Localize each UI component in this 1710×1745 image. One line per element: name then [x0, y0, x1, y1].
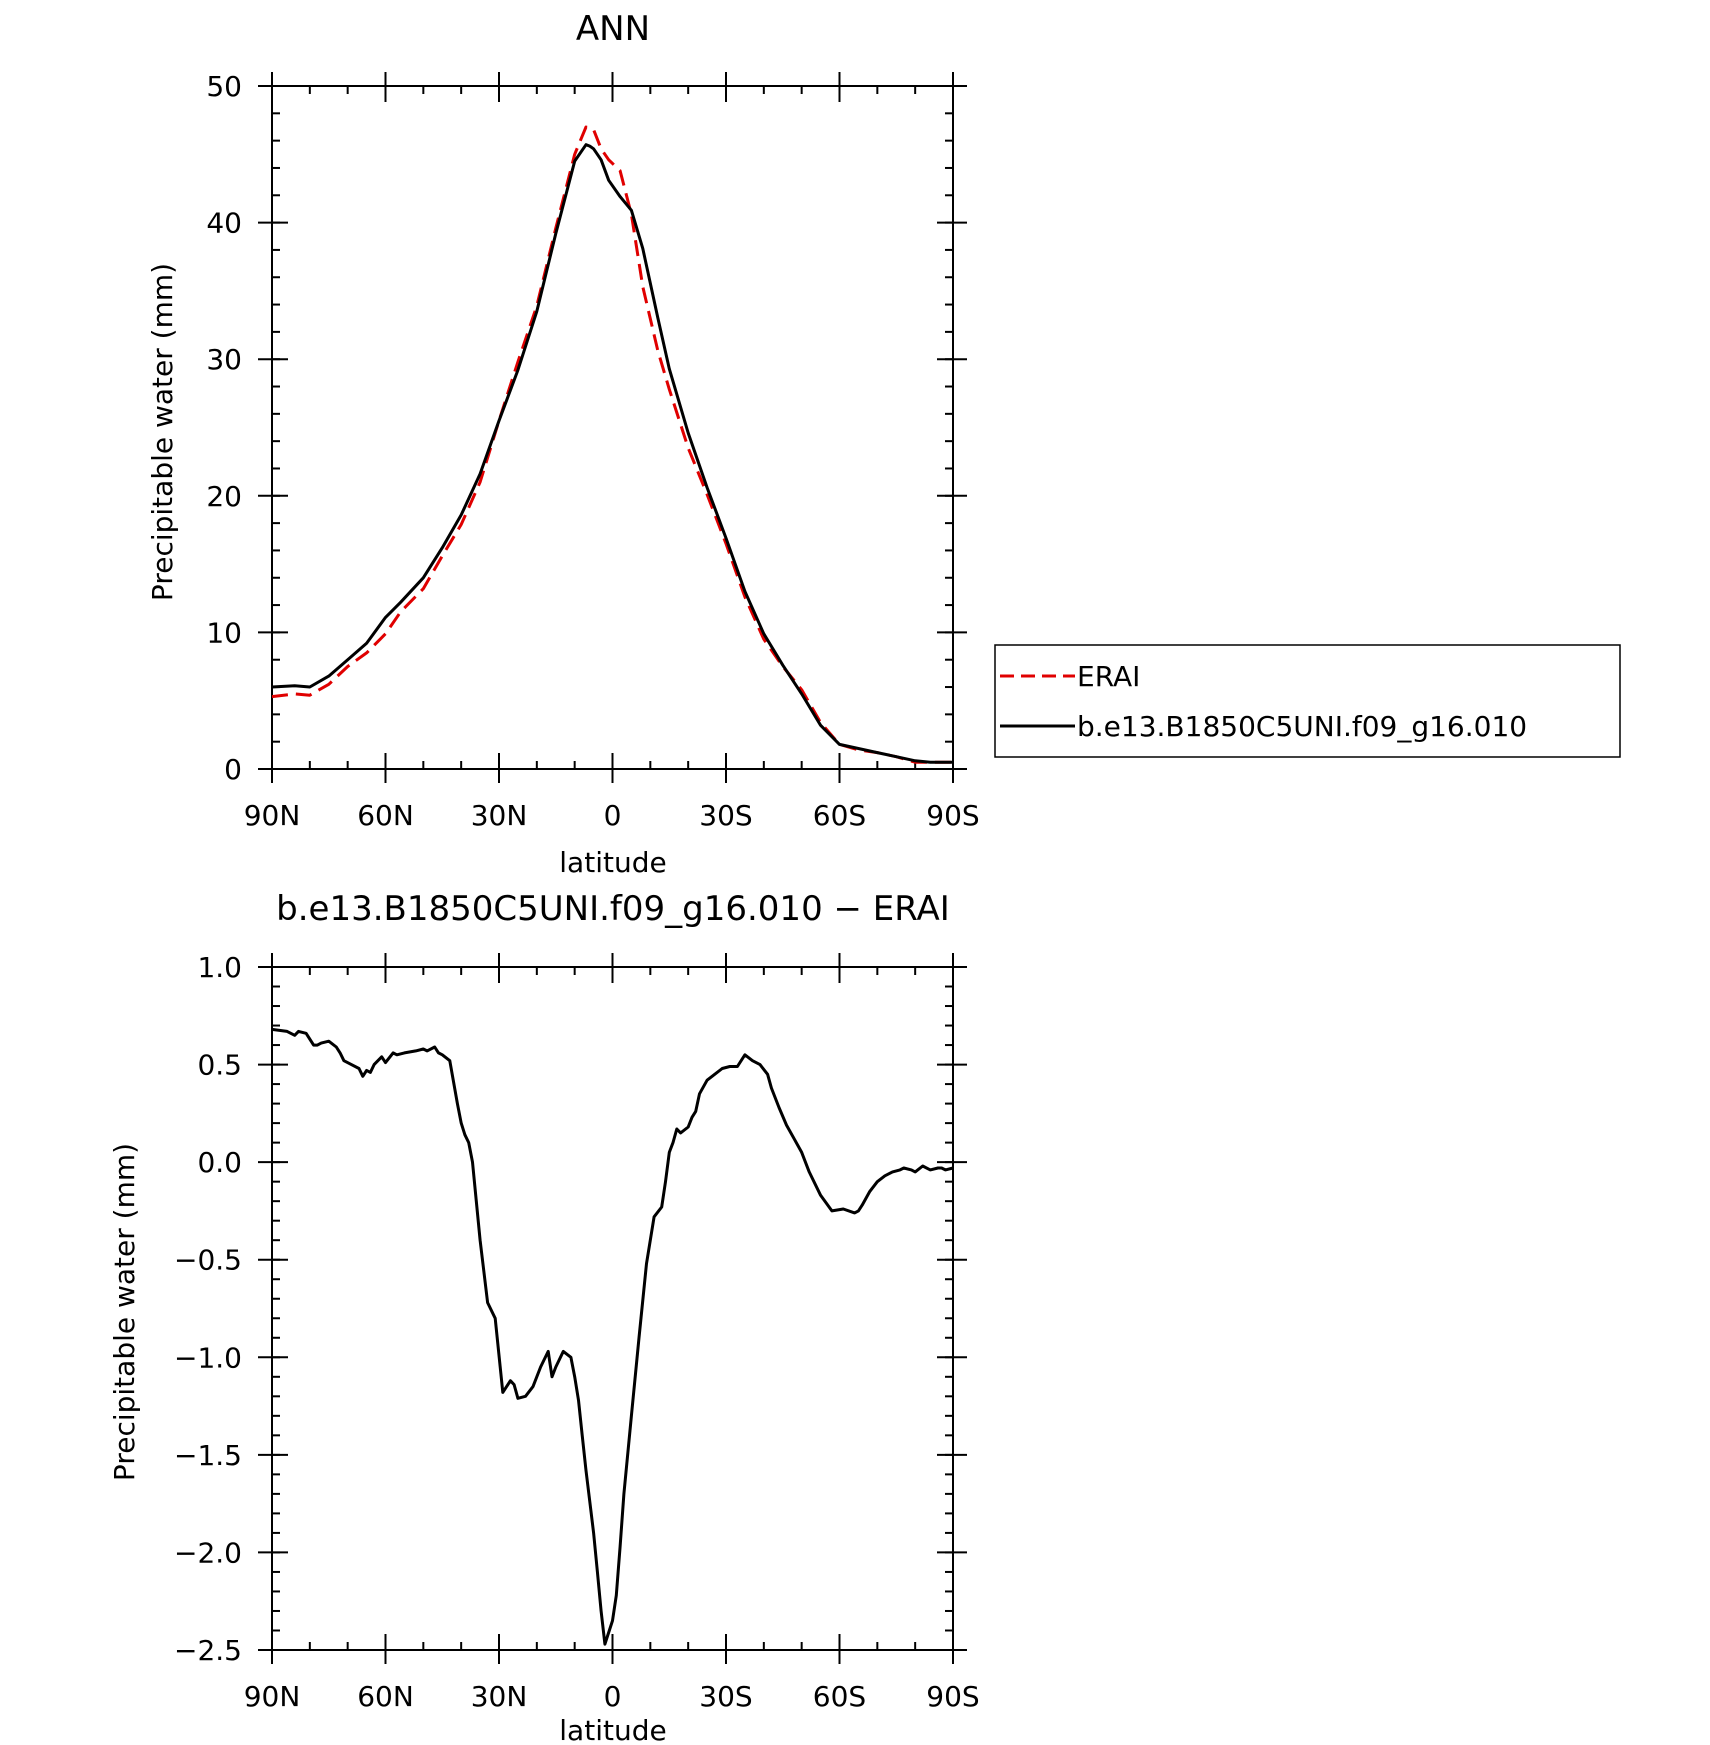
- legend: ERAI b.e13.B1850C5UNI.f09_g16.010: [994, 644, 1621, 758]
- legend-label-model: b.e13.B1850C5UNI.f09_g16.010: [1077, 710, 1527, 743]
- y-tick-label: −1.0: [174, 1341, 242, 1374]
- plot-frame: [271, 85, 954, 770]
- legend-box: [994, 644, 1621, 758]
- x-tick-label: 90N: [244, 1680, 301, 1713]
- x-tick-label: 30S: [699, 799, 752, 832]
- chart-title: ANN: [576, 9, 650, 49]
- x-tick-label: 90S: [926, 1680, 979, 1713]
- y-tick-label: 40: [206, 207, 242, 240]
- plot-frame: [271, 966, 954, 1651]
- panel-difference: b.e13.B1850C5UNI.f09_g16.010 − ERAI lati…: [108, 889, 980, 1745]
- y-tick-label: 20: [206, 480, 242, 513]
- series-line-difference: [271, 1027, 954, 1646]
- x-axis-label: latitude: [559, 1714, 666, 1745]
- chart-title: b.e13.B1850C5UNI.f09_g16.010 − ERAI: [276, 889, 950, 929]
- series-line-b-e13-b1850c5uni-f09-g16-010: [271, 143, 953, 764]
- y-tick-label: −2.5: [174, 1634, 242, 1667]
- x-tick-label: 60S: [813, 799, 866, 832]
- x-tick-label: 90N: [244, 799, 301, 832]
- x-tick-label: 0: [604, 1680, 622, 1713]
- x-tick-label: 30N: [471, 1680, 528, 1713]
- y-tick-label: 0: [224, 753, 242, 786]
- y-tick-label: 0.0: [197, 1146, 242, 1179]
- x-tick-label: 60N: [357, 1680, 414, 1713]
- panel-difference-marks: 90N 60N 30N 0 30S 60S 90S 1.0 0.5 0.0 −0.5 −1.0 −1.5…: [174, 951, 980, 1713]
- panel-annual: ANN latitude Precipitable water (mm) 90N…: [146, 9, 1621, 879]
- y-axis-label: Precipitable water (mm): [146, 263, 179, 601]
- series-line-erai: [271, 125, 953, 764]
- panel-annual-marks: 90N 60N 30N 0 30S 60S 90S 0 10 20 30 40 50: [206, 70, 979, 832]
- x-tick-label: 0: [604, 799, 622, 832]
- x-tick-label: 30N: [471, 799, 528, 832]
- x-axis-label: latitude: [559, 846, 666, 879]
- y-tick-label: 50: [206, 70, 242, 103]
- y-tick-label: −0.5: [174, 1244, 242, 1277]
- x-tick-label: 90S: [926, 799, 979, 832]
- y-tick-label: 0.5: [197, 1049, 242, 1082]
- y-tick-label: 10: [206, 616, 242, 649]
- y-tick-label: 30: [206, 343, 242, 376]
- y-tick-label: 1.0: [197, 951, 242, 984]
- y-tick-label: −1.5: [174, 1439, 242, 1472]
- legend-label-erai: ERAI: [1077, 660, 1140, 693]
- x-tick-label: 60S: [813, 1680, 866, 1713]
- y-axis-label: Precipitable water (mm): [108, 1143, 141, 1481]
- x-tick-label: 60N: [357, 799, 414, 832]
- x-tick-label: 30S: [699, 1680, 752, 1713]
- y-tick-label: −2.0: [174, 1536, 242, 1569]
